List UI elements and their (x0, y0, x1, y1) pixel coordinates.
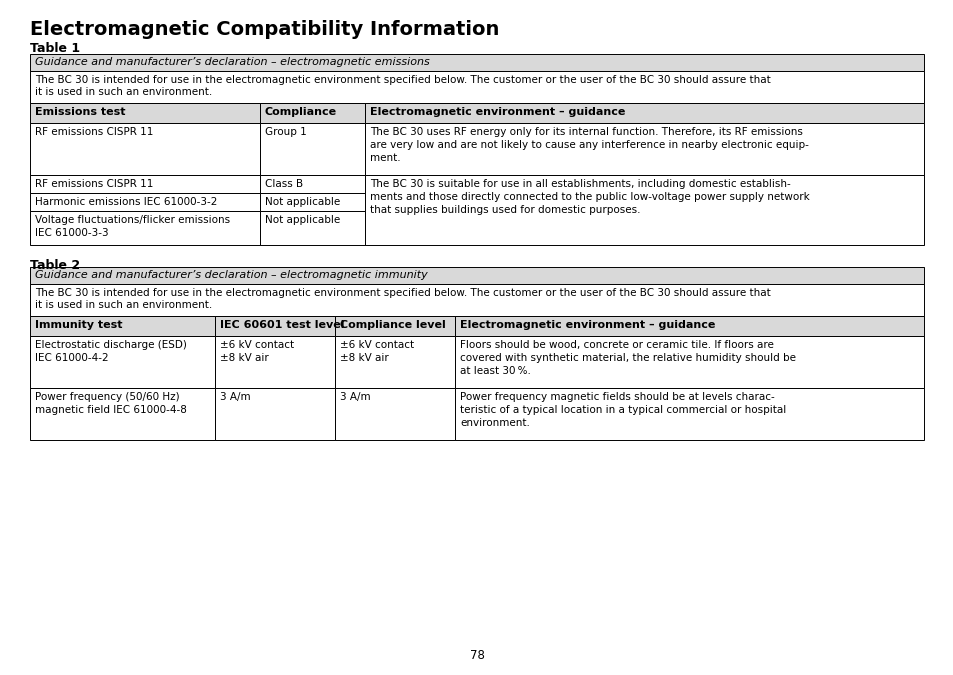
Text: Class B: Class B (265, 179, 303, 189)
Text: Compliance level: Compliance level (339, 320, 445, 330)
Text: The BC 30 uses RF energy only for its internal function. Therefore, its RF emiss: The BC 30 uses RF energy only for its in… (370, 127, 808, 163)
Bar (30, 123, 260, 175)
Text: Voltage fluctuations/flicker emissions
IEC 61000-3-3: Voltage fluctuations/flicker emissions I… (35, 215, 230, 238)
Bar (260, 123, 365, 175)
Bar (30, 267, 923, 284)
Bar (30, 175, 260, 193)
Bar (214, 336, 335, 388)
Text: Guidance and manufacturer’s declaration – electromagnetic emissions: Guidance and manufacturer’s declaration … (35, 57, 429, 67)
Bar (30, 388, 214, 440)
Bar (260, 211, 365, 245)
Text: RF emissions CISPR 11: RF emissions CISPR 11 (35, 179, 153, 189)
Text: IEC 60601 test level: IEC 60601 test level (220, 320, 344, 330)
Text: Emissions test: Emissions test (35, 107, 126, 117)
Bar (455, 388, 923, 440)
Text: Table 2: Table 2 (30, 259, 80, 272)
Bar (214, 388, 335, 440)
Text: The BC 30 is suitable for use in all establishments, including domestic establis: The BC 30 is suitable for use in all est… (370, 179, 809, 215)
Text: it is used in such an environment.: it is used in such an environment. (35, 87, 212, 97)
Bar (30, 316, 214, 336)
Text: 78: 78 (469, 649, 484, 662)
Bar (30, 54, 923, 71)
Text: The BC 30 is intended for use in the electromagnetic environment specified below: The BC 30 is intended for use in the ele… (35, 288, 770, 298)
Bar (335, 316, 455, 336)
Text: Electromagnetic Compatibility Information: Electromagnetic Compatibility Informatio… (30, 20, 498, 39)
Bar (30, 193, 260, 211)
Text: 3 A/m: 3 A/m (339, 392, 370, 402)
Bar (260, 175, 365, 193)
Text: Electrostatic discharge (ESD)
IEC 61000-4-2: Electrostatic discharge (ESD) IEC 61000-… (35, 340, 187, 362)
Text: Not applicable: Not applicable (265, 215, 340, 225)
Text: Harmonic emissions IEC 61000-3-2: Harmonic emissions IEC 61000-3-2 (35, 197, 217, 207)
Bar (30, 103, 260, 123)
Text: RF emissions CISPR 11: RF emissions CISPR 11 (35, 127, 153, 137)
Text: Not applicable: Not applicable (265, 197, 340, 207)
Text: Electromagnetic environment – guidance: Electromagnetic environment – guidance (370, 107, 625, 117)
Text: ±6 kV contact
±8 kV air: ±6 kV contact ±8 kV air (220, 340, 294, 362)
Bar (30, 336, 214, 388)
Bar (260, 103, 365, 123)
Text: it is used in such an environment.: it is used in such an environment. (35, 300, 212, 310)
Bar (260, 193, 365, 211)
Text: Power frequency (50/60 Hz)
magnetic field IEC 61000-4-8: Power frequency (50/60 Hz) magnetic fiel… (35, 392, 187, 415)
Text: Group 1: Group 1 (265, 127, 307, 137)
Text: Power frequency magnetic fields should be at levels charac-
teristic of a typica: Power frequency magnetic fields should b… (459, 392, 785, 427)
Bar (455, 316, 923, 336)
Text: Table 1: Table 1 (30, 42, 80, 55)
Bar (335, 336, 455, 388)
Bar (214, 316, 335, 336)
Text: Guidance and manufacturer’s declaration – electromagnetic immunity: Guidance and manufacturer’s declaration … (35, 270, 427, 280)
Bar (30, 211, 260, 245)
Bar (30, 284, 923, 316)
Text: Floors should be wood, concrete or ceramic tile. If floors are
covered with synt: Floors should be wood, concrete or ceram… (459, 340, 795, 375)
Text: Immunity test: Immunity test (35, 320, 122, 330)
Bar (365, 175, 923, 245)
Bar (335, 388, 455, 440)
Text: The BC 30 is intended for use in the electromagnetic environment specified below: The BC 30 is intended for use in the ele… (35, 75, 770, 85)
Text: ±6 kV contact
±8 kV air: ±6 kV contact ±8 kV air (339, 340, 414, 362)
Text: Compliance: Compliance (265, 107, 336, 117)
Text: 3 A/m: 3 A/m (220, 392, 251, 402)
Bar (455, 336, 923, 388)
Bar (365, 123, 923, 175)
Bar (365, 103, 923, 123)
Bar (30, 71, 923, 103)
Text: Electromagnetic environment – guidance: Electromagnetic environment – guidance (459, 320, 715, 330)
